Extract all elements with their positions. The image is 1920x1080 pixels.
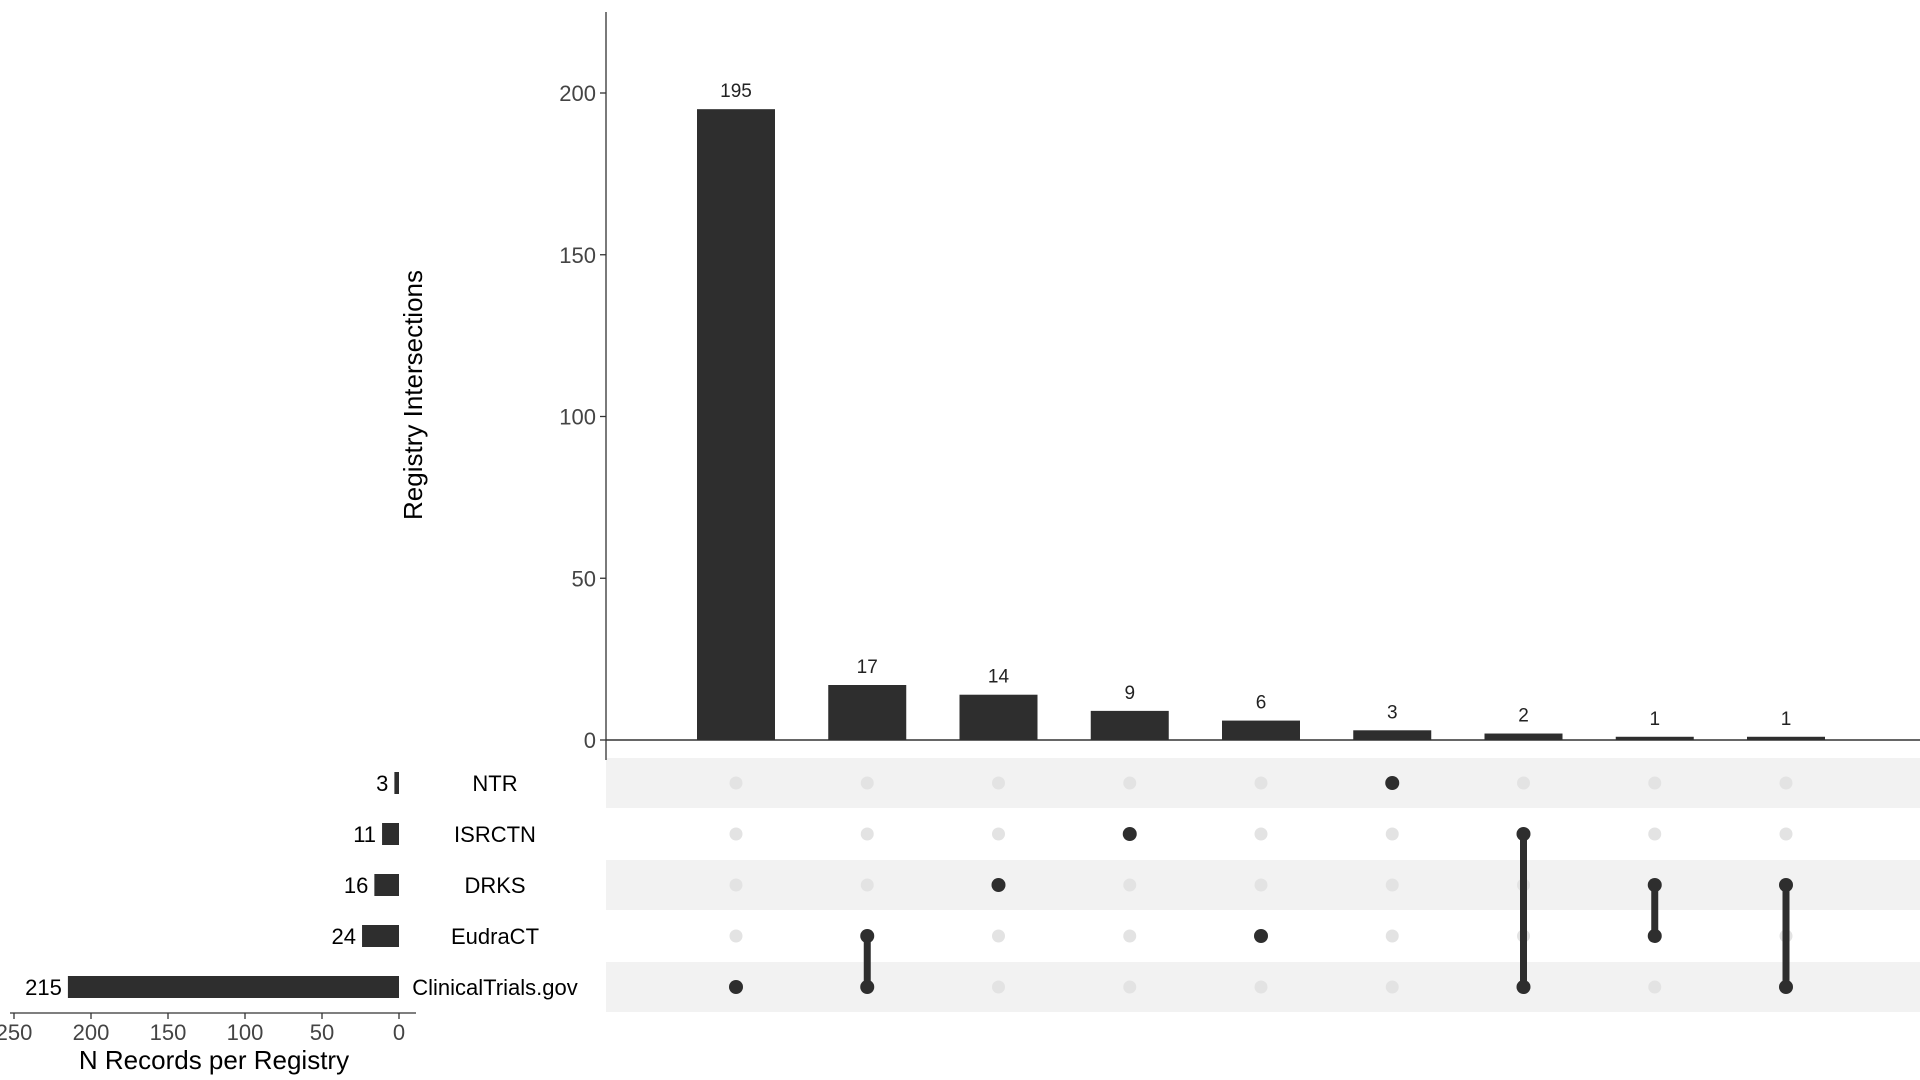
set-size-label: 11 <box>353 822 376 847</box>
matrix-dot-inactive <box>1385 980 1399 994</box>
matrix-dot-active <box>860 929 875 943</box>
matrix-dot-active <box>1254 929 1268 943</box>
intersection-bar <box>1747 736 1825 740</box>
set-size-label: 3 <box>376 771 388 796</box>
matrix-dot-active <box>1122 827 1137 841</box>
intersection-bar <box>697 109 775 741</box>
matrix-dot-inactive <box>1254 980 1268 994</box>
matrix-dot-inactive <box>992 929 1005 943</box>
matrix-dot-inactive <box>1385 929 1399 943</box>
intersection-value-label: 9 <box>1124 683 1135 704</box>
set-name-label: ClinicalTrials.gov <box>412 975 577 1000</box>
set-size-x-axis: 250 200 150 100 50 0 <box>0 1012 416 1045</box>
intersection-value-label: 6 <box>1256 693 1267 714</box>
set-name-label: DRKS <box>464 873 525 898</box>
set-size-label: 215 <box>25 975 62 1000</box>
set-axis-tick-label: 150 <box>150 1020 187 1045</box>
intersection-value-label: 1 <box>1649 709 1660 730</box>
matrix-dot-inactive <box>1648 776 1662 790</box>
intersection-value-label: 17 <box>857 657 878 678</box>
set-name-label: EudraCT <box>451 924 539 949</box>
matrix-dot-inactive <box>1648 980 1662 994</box>
intersection-bar <box>828 685 907 740</box>
set-axis-tick-label: 100 <box>227 1020 264 1045</box>
matrix-dot-active <box>860 980 875 994</box>
matrix-dot-inactive <box>860 827 874 841</box>
matrix-dot-inactive <box>729 878 743 892</box>
matrix-dot-active <box>1779 980 1793 994</box>
y-tick-label: 100 <box>559 405 596 430</box>
intersection-bar <box>1353 730 1432 740</box>
matrix-dot-inactive <box>860 776 874 790</box>
matrix-dot-inactive <box>1648 827 1662 841</box>
intersection-bar <box>1615 736 1694 740</box>
set-size-label: 24 <box>332 924 356 949</box>
matrix-dot-inactive <box>992 980 1005 994</box>
intersection-value-label: 3 <box>1387 702 1398 723</box>
matrix-dot-inactive <box>1254 878 1268 892</box>
set-size-label: 16 <box>344 873 368 898</box>
set-size-bar <box>67 976 400 998</box>
set-size-bar <box>374 874 399 896</box>
intersection-bar <box>1484 733 1563 740</box>
set-name-labels: NTR ISRCTN DRKS EudraCT ClinicalTrials.gov <box>412 771 577 1000</box>
intersection-y-axis: 0 50 100 150 200 <box>559 12 1920 760</box>
y-tick-label: 0 <box>584 728 596 753</box>
intersection-bars <box>697 109 1825 741</box>
matrix-dot-inactive <box>1123 929 1137 943</box>
matrix-dot-inactive <box>1254 776 1268 790</box>
matrix-dot-active <box>1516 980 1531 994</box>
matrix-dot-inactive <box>1517 776 1530 790</box>
set-size-bars: 3 11 16 24 215 <box>25 771 400 1000</box>
intersection-bar <box>1222 720 1300 740</box>
intersection-value-label: 1 <box>1781 709 1792 730</box>
matrix-dot-active <box>1516 827 1531 841</box>
set-name-label: ISRCTN <box>454 822 536 847</box>
set-axis-tick-label: 0 <box>393 1020 405 1045</box>
y-tick-label: 200 <box>559 81 596 106</box>
matrix-dot-active <box>1779 878 1793 892</box>
matrix-dot-inactive <box>1385 827 1399 841</box>
matrix-dot-inactive <box>1123 878 1137 892</box>
matrix-dot-inactive <box>729 776 743 790</box>
matrix-dot-inactive <box>729 827 743 841</box>
set-size-bar <box>362 925 399 947</box>
matrix-dot-inactive <box>1123 980 1137 994</box>
matrix-dot-active <box>729 980 743 994</box>
intersection-value-labels: 195 17 14 9 6 3 2 1 1 <box>720 81 1791 730</box>
matrix-dot-inactive <box>729 929 743 943</box>
matrix-dot-inactive <box>1123 776 1137 790</box>
matrix-dot-inactive <box>860 878 874 892</box>
set-axis-tick-label: 50 <box>310 1020 334 1045</box>
set-size-axis-title: N Records per Registry <box>79 1045 349 1075</box>
intersection-value-label: 2 <box>1518 706 1529 727</box>
y-tick-label: 150 <box>559 243 596 268</box>
matrix-dot-active <box>1385 776 1400 790</box>
intersection-value-label: 195 <box>720 81 752 102</box>
matrix-dot-inactive <box>1254 827 1268 841</box>
matrix-dot-inactive <box>992 827 1005 841</box>
y-tick-label: 50 <box>572 566 596 591</box>
intersection-bar <box>959 694 1038 740</box>
matrix-dot-inactive <box>1385 878 1399 892</box>
matrix-dot-inactive <box>1779 827 1793 841</box>
intersection-matrix <box>729 776 1793 994</box>
set-axis-tick-label: 200 <box>73 1020 110 1045</box>
set-axis-tick-label: 250 <box>0 1020 32 1045</box>
set-name-label: NTR <box>472 771 517 796</box>
matrix-dot-inactive <box>992 776 1005 790</box>
intersection-value-label: 14 <box>988 667 1010 688</box>
y-axis-title: Registry Intersections <box>398 270 428 520</box>
matrix-dot-inactive <box>1779 776 1793 790</box>
intersection-bar <box>1090 710 1169 740</box>
matrix-dot-active <box>1647 929 1662 943</box>
set-size-bar <box>394 772 399 794</box>
set-size-bar <box>382 823 399 845</box>
matrix-dot-active <box>991 878 1006 892</box>
matrix-dot-active <box>1647 878 1662 892</box>
